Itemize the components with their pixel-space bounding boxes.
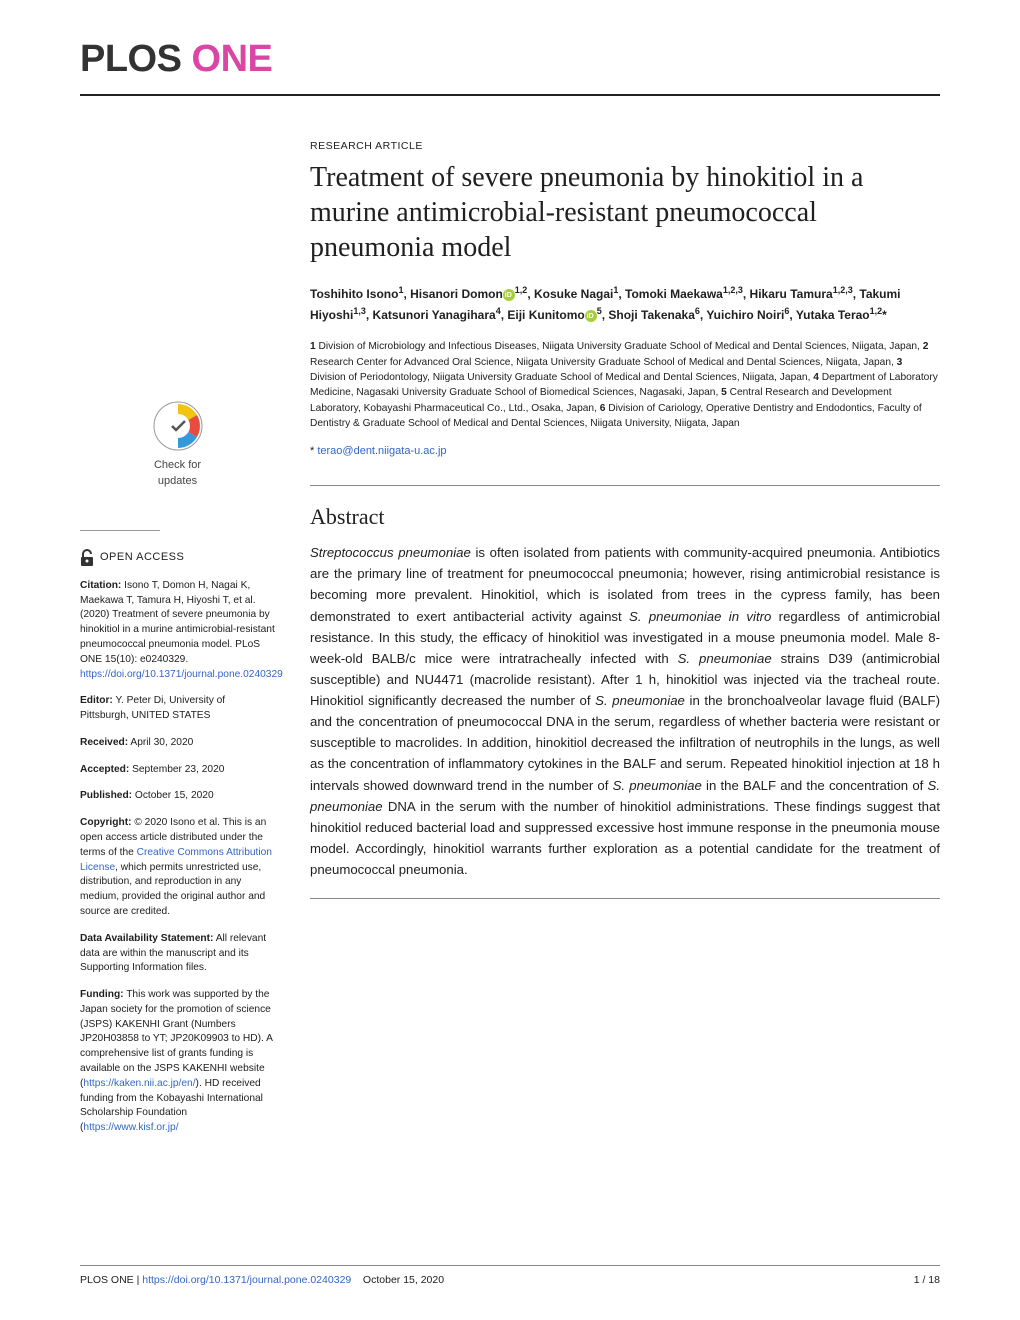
footer-left: PLOS ONE | https://doi.org/10.1371/journ…: [80, 1274, 444, 1286]
abstract-heading: Abstract: [310, 504, 940, 530]
lock-open-icon: [80, 549, 94, 567]
sidebar-rule: [80, 530, 160, 531]
journal-one: ONE: [192, 38, 273, 80]
abstract-bottom-rule: [310, 898, 940, 899]
open-access-badge: OPEN ACCESS: [80, 549, 275, 567]
open-access-label: OPEN ACCESS: [100, 550, 184, 566]
check-updates-text: Check for updates: [80, 458, 275, 490]
sidebar: Check for updates OPEN ACCESS Citation: …: [80, 370, 275, 1148]
check-updates-badge[interactable]: Check for updates: [80, 400, 275, 490]
main-content: RESEARCH ARTICLE Treatment of severe pne…: [310, 140, 940, 899]
article-title: Treatment of severe pneumonia by hinokit…: [310, 160, 940, 265]
published-block: Published: October 15, 2020: [80, 789, 275, 804]
article-type: RESEARCH ARTICLE: [310, 140, 940, 152]
citation-doi-link[interactable]: https://doi.org/10.1371/journal.pone.024…: [80, 669, 283, 680]
funding-link-1[interactable]: https://kaken.nii.ac.jp/en/: [83, 1078, 195, 1089]
editor-block: Editor: Y. Peter Di, University of Pitts…: [80, 694, 275, 724]
corresponding-email[interactable]: terao@dent.niigata-u.ac.jp: [317, 445, 446, 457]
funding-link-2[interactable]: https://www.kisf.or.jp/: [83, 1122, 178, 1133]
page-footer: PLOS ONE | https://doi.org/10.1371/journ…: [80, 1265, 940, 1286]
abstract-top-rule: [310, 485, 940, 486]
corresponding-author: * terao@dent.niigata-u.ac.jp: [310, 445, 940, 457]
citation-block: Citation: Isono T, Domon H, Nagai K, Mae…: [80, 579, 275, 682]
data-availability-block: Data Availability Statement: All relevan…: [80, 932, 275, 976]
funding-block: Funding: This work was supported by the …: [80, 988, 275, 1136]
header-rule: [80, 94, 940, 96]
affiliations: 1 Division of Microbiology and Infectiou…: [310, 339, 940, 431]
abstract-body: Streptococcus pneumoniae is often isolat…: [310, 542, 940, 880]
footer-doi-link[interactable]: https://doi.org/10.1371/journal.pone.024…: [142, 1274, 351, 1286]
journal-logo: PLOS ONE: [80, 38, 272, 81]
copyright-block: Copyright: © 2020 Isono et al. This is a…: [80, 816, 275, 919]
author-list: Toshihito Isono1, Hisanori Domon1,2, Kos…: [310, 283, 940, 325]
received-block: Received: April 30, 2020: [80, 736, 275, 751]
footer-page: 1 / 18: [914, 1274, 940, 1286]
accepted-block: Accepted: September 23, 2020: [80, 763, 275, 778]
journal-plos: PLOS: [80, 38, 181, 80]
crossmark-icon: [152, 400, 204, 452]
